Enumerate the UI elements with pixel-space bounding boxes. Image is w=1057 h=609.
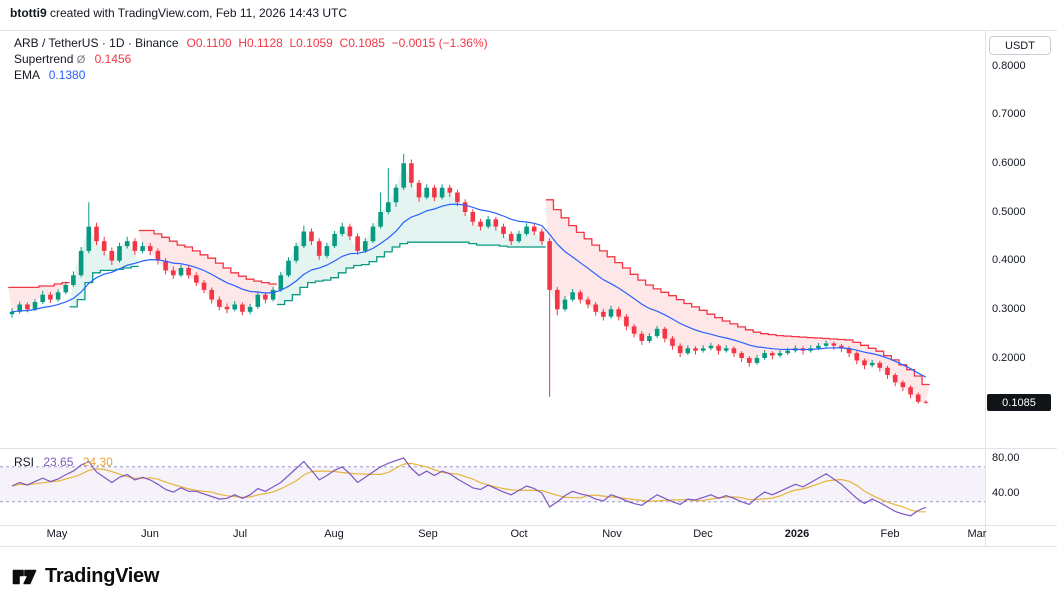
ema-legend[interactable]: EMA 0.1380	[14, 68, 85, 82]
supertrend-value: 0.1456	[94, 52, 132, 66]
rsi-legend[interactable]: RSI 23.65 24.30	[14, 455, 113, 469]
price-axis-label: 0.3000	[992, 303, 1026, 315]
rsi-axis-label: 40.00	[992, 487, 1020, 499]
rsi-value: 23.65	[43, 455, 74, 469]
supertrend-label: Supertrend	[14, 52, 74, 66]
symbol-title: ARB / TetherUS · 1D · Binance	[14, 36, 179, 50]
ema-label: EMA	[14, 68, 40, 82]
tradingview-logo-icon	[12, 569, 37, 585]
time-axis-label: Mar	[967, 528, 987, 540]
widget-top-border	[0, 30, 1057, 31]
symbol-legend[interactable]: ARB / TetherUS · 1D · Binance O0.1100 H0.…	[14, 36, 488, 50]
pane-separator[interactable]	[0, 448, 1057, 449]
tradingview-logo[interactable]: TradingView	[11, 563, 159, 590]
last-price-badge: 0.1085	[987, 394, 1051, 411]
attribution: btotti9 created with TradingView.com, Fe…	[10, 6, 347, 20]
attribution-text: created with TradingView.com, Feb 11, 20…	[46, 6, 348, 20]
time-axis-label: Jun	[141, 528, 159, 540]
time-axis-label: Jul	[232, 528, 248, 540]
price-axis-label: 0.8000	[992, 60, 1026, 72]
supertrend-source-icon: Ø	[76, 54, 86, 66]
price-axis-label: 0.6000	[992, 157, 1026, 169]
time-axis-label: Oct	[510, 528, 528, 540]
time-axis-label: 2026	[784, 528, 810, 540]
supertrend-legend[interactable]: Supertrend Ø 0.1456	[14, 52, 131, 66]
time-scale[interactable]: May Jun Jul Aug Sep Oct Nov Dec 2026 Feb Mar	[0, 525, 987, 546]
ema-value: 0.1380	[48, 68, 86, 82]
time-axis-label: Feb	[880, 528, 900, 540]
widget-bottom-border	[0, 546, 1057, 547]
price-axis-label: 0.4000	[992, 254, 1026, 266]
price-axis-label: 0.5000	[992, 206, 1026, 218]
ohlc-values: O0.1100 H0.1128 L0.1059 C0.1085 −0.0015 …	[186, 36, 488, 50]
price-axis-label: 0.2000	[992, 352, 1026, 364]
time-axis-label: Dec	[693, 528, 713, 540]
time-axis-label: Nov	[602, 528, 622, 540]
price-axis-border	[985, 30, 986, 547]
time-axis-top-border	[0, 525, 1057, 526]
currency-toggle-button[interactable]: USDT	[989, 36, 1051, 55]
price-axis-label: 0.7000	[992, 108, 1026, 120]
rsi-ma-value: 24.30	[82, 455, 113, 469]
attribution-username: btotti9	[10, 6, 47, 20]
time-axis-label: Sep	[418, 528, 438, 540]
rsi-label: RSI	[14, 455, 35, 469]
tradingview-wordmark: TradingView	[45, 565, 160, 587]
time-axis-label: May	[46, 528, 68, 540]
rsi-axis-label: 80.00	[992, 452, 1020, 464]
time-axis-label: Aug	[324, 528, 344, 540]
